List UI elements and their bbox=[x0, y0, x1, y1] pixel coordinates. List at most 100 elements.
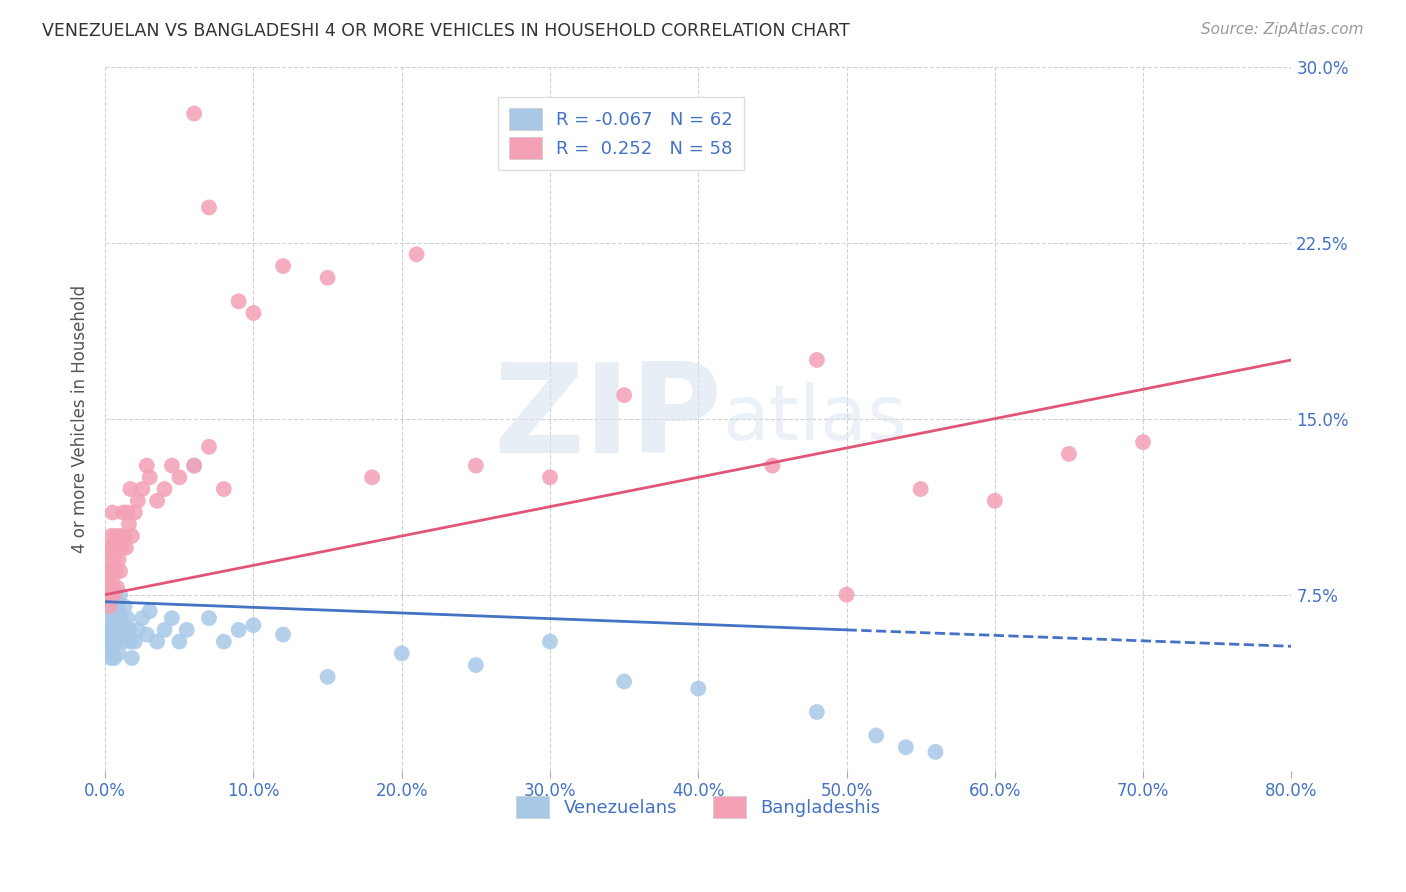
Point bbox=[131, 482, 153, 496]
Point bbox=[107, 646, 129, 660]
Point bbox=[865, 729, 887, 743]
Point bbox=[806, 705, 828, 719]
Point bbox=[124, 634, 146, 648]
Point bbox=[391, 646, 413, 660]
Point bbox=[97, 641, 120, 656]
Point bbox=[176, 623, 198, 637]
Point bbox=[118, 517, 141, 532]
Point bbox=[115, 541, 138, 555]
Point bbox=[105, 541, 128, 555]
Point bbox=[108, 588, 131, 602]
Point bbox=[105, 623, 128, 637]
Point bbox=[101, 646, 124, 660]
Point bbox=[761, 458, 783, 473]
Point bbox=[688, 681, 710, 696]
Point bbox=[118, 623, 141, 637]
Point bbox=[101, 576, 124, 591]
Text: ZIP: ZIP bbox=[494, 359, 723, 479]
Point bbox=[101, 506, 124, 520]
Point bbox=[96, 576, 118, 591]
Point bbox=[101, 541, 124, 555]
Point bbox=[464, 658, 486, 673]
Point bbox=[1057, 447, 1080, 461]
Point bbox=[1132, 435, 1154, 450]
Point bbox=[100, 651, 122, 665]
Point bbox=[212, 634, 235, 648]
Point bbox=[98, 599, 121, 614]
Point bbox=[138, 604, 160, 618]
Point bbox=[835, 588, 858, 602]
Point bbox=[97, 627, 120, 641]
Point bbox=[405, 247, 427, 261]
Point bbox=[153, 623, 176, 637]
Point bbox=[114, 529, 136, 543]
Point bbox=[228, 294, 250, 309]
Point bbox=[135, 627, 157, 641]
Point bbox=[98, 604, 121, 618]
Point bbox=[108, 564, 131, 578]
Point bbox=[127, 623, 149, 637]
Point bbox=[100, 588, 122, 602]
Point bbox=[104, 599, 127, 614]
Point bbox=[124, 506, 146, 520]
Point bbox=[613, 388, 636, 402]
Point bbox=[198, 201, 221, 215]
Point bbox=[271, 259, 294, 273]
Point bbox=[103, 651, 125, 665]
Y-axis label: 4 or more Vehicles in Household: 4 or more Vehicles in Household bbox=[72, 285, 89, 553]
Point bbox=[96, 634, 118, 648]
Point bbox=[103, 611, 125, 625]
Point bbox=[538, 634, 561, 648]
Point bbox=[114, 599, 136, 614]
Point bbox=[104, 615, 127, 630]
Point bbox=[228, 623, 250, 637]
Point bbox=[183, 458, 205, 473]
Point bbox=[110, 541, 132, 555]
Point bbox=[100, 529, 122, 543]
Point bbox=[110, 611, 132, 625]
Point bbox=[271, 627, 294, 641]
Point bbox=[111, 634, 134, 648]
Point bbox=[910, 482, 932, 496]
Point bbox=[135, 458, 157, 473]
Point bbox=[242, 618, 264, 632]
Point bbox=[108, 627, 131, 641]
Point bbox=[97, 611, 120, 625]
Point bbox=[100, 564, 122, 578]
Point bbox=[984, 493, 1007, 508]
Point bbox=[894, 740, 917, 755]
Point bbox=[242, 306, 264, 320]
Point bbox=[107, 604, 129, 618]
Point bbox=[806, 353, 828, 368]
Point bbox=[96, 623, 118, 637]
Point bbox=[198, 440, 221, 454]
Point bbox=[316, 270, 339, 285]
Text: Source: ZipAtlas.com: Source: ZipAtlas.com bbox=[1201, 22, 1364, 37]
Point bbox=[127, 493, 149, 508]
Point bbox=[160, 611, 183, 625]
Point bbox=[183, 106, 205, 120]
Point bbox=[538, 470, 561, 484]
Point bbox=[97, 564, 120, 578]
Point bbox=[98, 595, 121, 609]
Point bbox=[105, 581, 128, 595]
Point bbox=[103, 552, 125, 566]
Text: VENEZUELAN VS BANGLADESHI 4 OR MORE VEHICLES IN HOUSEHOLD CORRELATION CHART: VENEZUELAN VS BANGLADESHI 4 OR MORE VEHI… bbox=[42, 22, 851, 40]
Point bbox=[104, 529, 127, 543]
Point bbox=[100, 634, 122, 648]
Point bbox=[160, 458, 183, 473]
Point bbox=[98, 541, 121, 555]
Point bbox=[103, 634, 125, 648]
Point bbox=[613, 674, 636, 689]
Point bbox=[101, 618, 124, 632]
Point bbox=[120, 482, 142, 496]
Point bbox=[316, 670, 339, 684]
Point bbox=[115, 627, 138, 641]
Point bbox=[198, 611, 221, 625]
Point bbox=[104, 634, 127, 648]
Point bbox=[361, 470, 384, 484]
Point bbox=[131, 611, 153, 625]
Point bbox=[104, 564, 127, 578]
Point bbox=[121, 529, 143, 543]
Point bbox=[111, 623, 134, 637]
